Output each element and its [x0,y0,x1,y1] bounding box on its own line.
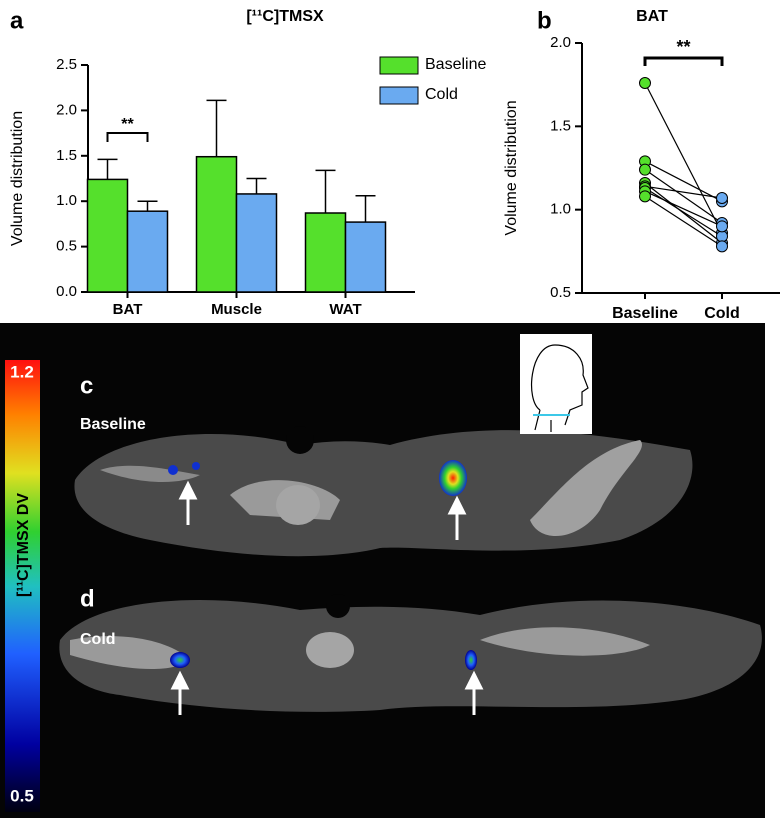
chart-title: [¹¹C]TMSX [246,8,324,25]
y-tick-label: 1.5 [550,117,571,134]
legend-label: Baseline [425,56,486,73]
significance-bracket [643,56,724,66]
bat-uptake [192,462,200,470]
airway [286,426,314,454]
y-tick-label: 1.0 [550,201,571,218]
clavicle [530,440,642,537]
pair-line [644,182,723,244]
bat-uptake [439,460,467,496]
bat-uptake [170,652,190,668]
pair-line [644,160,723,202]
pair-line [644,187,723,237]
y-axis-label: Volume distribution [503,100,520,235]
legend-swatch [379,86,419,105]
colorbar-min: 0.5 [10,786,34,805]
y-tick-label: 2.0 [550,34,571,51]
bat-uptake [465,650,477,670]
y-tick-label: 1.5 [56,147,77,164]
pair-line [644,185,723,199]
x-tick-label: Muscle [211,301,262,318]
vertebra [306,632,354,668]
panel-label: Cold [80,631,116,648]
y-axis-label: Volume distribution [9,111,26,246]
panel-letter: c [80,372,93,399]
x-tick-label: Baseline [612,305,678,322]
y-tick-label: 0.5 [550,284,571,301]
image-background [0,323,765,818]
y-tick-label: 0.0 [56,283,77,300]
colorbar-max: 1.2 [10,362,34,381]
x-tick-label: WAT [329,301,361,318]
panel-letter: b [537,7,552,34]
pair-line [644,169,723,224]
chart-title: BAT [636,8,668,25]
point [639,163,651,176]
panel-label: Baseline [80,416,146,433]
y-tick-label: 1.0 [56,192,77,209]
bar [235,193,278,293]
bar [195,155,238,293]
bar [86,178,129,293]
panel-letter: a [10,7,24,34]
y-tick-label: 2.5 [56,56,77,73]
bar [126,210,169,293]
point [716,230,728,243]
arrows [170,480,484,715]
panel-letter: d [80,585,95,612]
airway [326,594,350,618]
body-slice [59,600,762,712]
point [716,240,728,253]
pair-line [644,82,723,234]
vertebra [276,485,320,525]
legend-label: Cold [425,86,458,103]
point [716,192,728,204]
bat-uptake [168,465,178,475]
colorbar [5,360,40,812]
pet-ct-images: 1.2 0.5 [¹¹C]TMSX DV c Baseline d Cold [0,323,765,818]
bar [304,212,347,293]
pair-line [644,190,723,227]
x-tick-label: Cold [704,305,740,322]
inset [520,334,592,434]
colorbar-label: [¹¹C]TMSX DV [15,493,32,597]
significance-label: ** [121,116,134,133]
significance-label: ** [676,37,690,57]
clavicle [480,627,650,656]
point [639,190,651,203]
significance-bracket [106,132,149,142]
y-tick-label: 2.0 [56,101,77,118]
clavicle [70,636,190,670]
x-tick-label: BAT [113,301,143,318]
point [716,220,728,233]
clavicle [100,465,200,482]
bar [344,221,387,293]
point [639,77,651,89]
legend-swatch [379,56,419,75]
y-tick-label: 0.5 [56,238,77,255]
pair-line [644,195,723,247]
